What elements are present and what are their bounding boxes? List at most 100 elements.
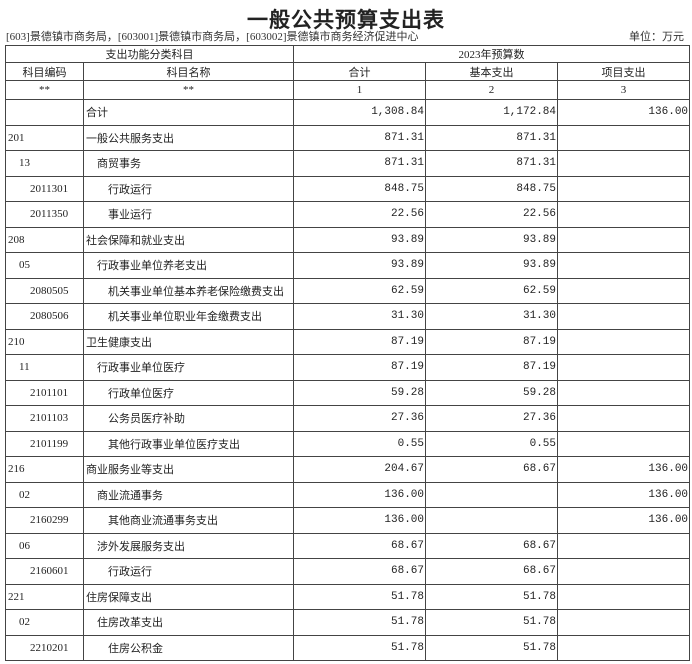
cell-name: 事业运行: [83, 201, 294, 228]
cell-basic: 62.59: [425, 277, 558, 304]
index-code: **: [5, 80, 84, 100]
table-row: 06 涉外发展服务支出 68.67 68.67: [5, 532, 691, 559]
cell-code: 2011301: [5, 175, 84, 202]
table-row: 2101199 其他行政事业单位医疗支出 0.55 0.55: [5, 430, 691, 457]
cell-basic: 848.75: [425, 175, 558, 202]
cell-project: [556, 201, 691, 228]
header-budget-year: 2023年预算数: [292, 45, 691, 63]
cell-code: 210: [5, 328, 84, 355]
cell-name: 住房改革支出: [83, 609, 294, 636]
cell-code: 06: [5, 532, 84, 559]
cell-name: 公务员医疗补助: [83, 405, 294, 432]
cell-total: 871.31: [293, 124, 426, 151]
cell-name: 行政事业单位医疗: [83, 354, 294, 381]
cell-total: 31.30: [293, 303, 426, 330]
cell-basic: 93.89: [425, 252, 558, 279]
header-code: 科目编码: [5, 62, 84, 81]
cell-project: 136.00: [556, 481, 691, 508]
cell-name: 商业流通事务: [83, 481, 294, 508]
table-row: 2160601 行政运行 68.67 68.67: [5, 558, 691, 585]
cell-total: 0.55: [293, 430, 426, 457]
table-row: 2080505 机关事业单位基本养老保险缴费支出 62.59 62.59: [5, 277, 691, 304]
cell-total: 136.00: [293, 481, 426, 508]
cell-total: 1,308.84: [293, 99, 426, 126]
cell-basic: 31.30: [425, 303, 558, 330]
cell-name: 住房保障支出: [83, 583, 294, 610]
cell-basic: 59.28: [425, 379, 558, 406]
cell-total: 87.19: [293, 328, 426, 355]
budget-table: 支出功能分类科目 2023年预算数 科目编码 科目名称 合计 基本支出 项目支出…: [5, 45, 691, 661]
cell-code: 2210201: [5, 634, 84, 661]
cell-project: [556, 379, 691, 406]
index-basic: 2: [425, 80, 558, 100]
cell-basic: 68.67: [425, 456, 558, 483]
cell-name: 其他商业流通事务支出: [83, 507, 294, 534]
table-row: 2101103 公务员医疗补助 27.36 27.36: [5, 405, 691, 432]
cell-basic: 871.31: [425, 124, 558, 151]
cell-name: 行政运行: [83, 175, 294, 202]
table-row: 05 行政事业单位养老支出 93.89 93.89: [5, 252, 691, 279]
cell-total: 51.78: [293, 634, 426, 661]
cell-code: 201: [5, 124, 84, 151]
header-row-group: 支出功能分类科目 2023年预算数: [5, 45, 691, 63]
header-project: 项目支出: [556, 62, 691, 81]
cell-total: 59.28: [293, 379, 426, 406]
header-name: 科目名称: [83, 62, 294, 81]
cell-name: 商贸事务: [83, 150, 294, 177]
cell-name: 一般公共服务支出: [83, 124, 294, 151]
cell-code: 2080506: [5, 303, 84, 330]
cell-total: 22.56: [293, 201, 426, 228]
cell-basic: 93.89: [425, 226, 558, 253]
table-row: 208 社会保障和就业支出 93.89 93.89: [5, 226, 691, 253]
cell-total: 68.67: [293, 532, 426, 559]
cell-project: [556, 150, 691, 177]
cell-name: 机关事业单位职业年金缴费支出: [83, 303, 294, 330]
table-row: 2101101 行政单位医疗 59.28 59.28: [5, 379, 691, 406]
cell-code: 221: [5, 583, 84, 610]
cell-name: 商业服务业等支出: [83, 456, 294, 483]
unit-label: 单位：万元: [629, 31, 684, 43]
cell-name: 住房公积金: [83, 634, 294, 661]
cell-project: [556, 634, 691, 661]
table-row: 2011301 行政运行 848.75 848.75: [5, 175, 691, 202]
cell-basic: 871.31: [425, 150, 558, 177]
cell-project: [556, 609, 691, 636]
table-row: 201 一般公共服务支出 871.31 871.31: [5, 124, 691, 151]
cell-project: [556, 354, 691, 381]
header-basic: 基本支出: [425, 62, 558, 81]
cell-basic: 87.19: [425, 354, 558, 381]
cell-project: 136.00: [556, 507, 691, 534]
page-title: 一般公共预算支出表: [247, 8, 445, 32]
table-row: 11 行政事业单位医疗 87.19 87.19: [5, 354, 691, 381]
header-row-index: ** ** 1 2 3: [5, 80, 691, 100]
header-total: 合计: [293, 62, 426, 81]
table-row: 2160299 其他商业流通事务支出 136.00 136.00: [5, 507, 691, 534]
table-row: 216 商业服务业等支出 204.67 68.67 136.00: [5, 456, 691, 483]
cell-code: 2011350: [5, 201, 84, 228]
table-row: 210 卫生健康支出 87.19 87.19: [5, 328, 691, 355]
cell-project: [556, 226, 691, 253]
cell-name: 涉外发展服务支出: [83, 532, 294, 559]
cell-project: 136.00: [556, 99, 691, 126]
cell-project: [556, 430, 691, 457]
cell-project: [556, 328, 691, 355]
cell-basic: 68.67: [425, 558, 558, 585]
cell-total: 51.78: [293, 609, 426, 636]
index-name: **: [83, 80, 294, 100]
cell-project: [556, 175, 691, 202]
table-row: 2080506 机关事业单位职业年金缴费支出 31.30 31.30: [5, 303, 691, 330]
cell-total: 871.31: [293, 150, 426, 177]
cell-name: 卫生健康支出: [83, 328, 294, 355]
cell-name: 机关事业单位基本养老保险缴费支出: [83, 277, 294, 304]
cell-basic: [425, 481, 558, 508]
table-row: 02 住房改革支出 51.78 51.78: [5, 609, 691, 636]
table-row: 13 商贸事务 871.31 871.31: [5, 150, 691, 177]
index-project: 3: [556, 80, 691, 100]
cell-total: 27.36: [293, 405, 426, 432]
table-row: 2011350 事业运行 22.56 22.56: [5, 201, 691, 228]
cell-basic: 87.19: [425, 328, 558, 355]
cell-project: [556, 277, 691, 304]
header-row-columns: 科目编码 科目名称 合计 基本支出 项目支出: [5, 62, 691, 81]
cell-code: 2160601: [5, 558, 84, 585]
cell-project: 136.00: [556, 456, 691, 483]
